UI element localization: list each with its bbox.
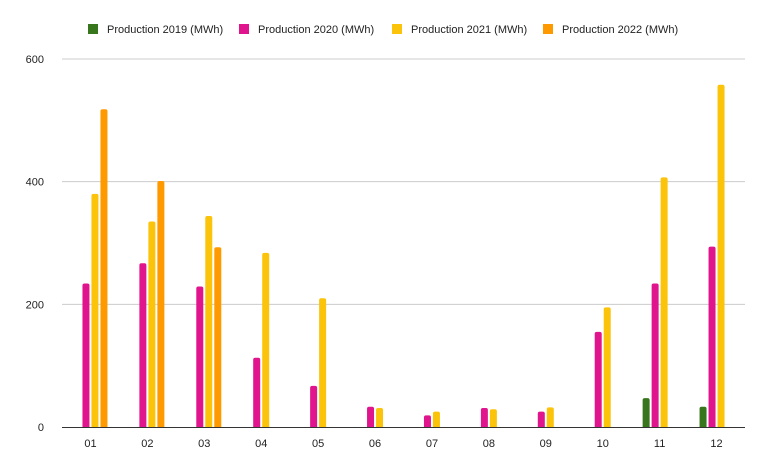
bar xyxy=(480,407,488,427)
y-tick-label: 0 xyxy=(38,422,44,434)
bar xyxy=(253,357,261,427)
bar xyxy=(660,177,668,427)
y-tick-label: 400 xyxy=(26,177,44,189)
bar xyxy=(367,406,375,427)
bar xyxy=(214,247,222,427)
bar xyxy=(100,109,108,427)
bar xyxy=(699,406,707,427)
legend-label: Production 2019 (MWh) xyxy=(107,24,223,36)
bar xyxy=(642,398,650,427)
bar xyxy=(139,263,147,427)
legend-swatch xyxy=(543,24,553,34)
bar xyxy=(717,84,725,427)
bar xyxy=(148,221,156,427)
bar xyxy=(708,246,716,427)
bar xyxy=(651,283,659,427)
bars xyxy=(82,84,725,427)
bar xyxy=(423,415,431,427)
legend-label: Production 2022 (MWh) xyxy=(562,24,678,36)
y-tick-label: 600 xyxy=(26,54,44,66)
bar xyxy=(432,411,440,427)
legend-label: Production 2021 (MWh) xyxy=(411,24,527,36)
bar xyxy=(603,307,611,427)
bar xyxy=(82,283,90,427)
x-tick-label: 01 xyxy=(84,438,96,450)
x-tick-label: 05 xyxy=(312,438,324,450)
bar xyxy=(91,193,99,427)
x-tick-label: 08 xyxy=(483,438,495,450)
bar xyxy=(319,298,327,427)
legend-label: Production 2020 (MWh) xyxy=(258,24,374,36)
bar xyxy=(546,407,554,427)
x-tick-label: 12 xyxy=(710,438,722,450)
gridlines xyxy=(62,58,745,305)
bar xyxy=(310,385,318,427)
y-axis: 0 200 400 600 xyxy=(26,54,44,434)
legend-swatch xyxy=(239,24,249,34)
bar xyxy=(262,252,270,427)
x-tick-label: 04 xyxy=(255,438,267,450)
y-tick-label: 200 xyxy=(26,299,44,311)
bar xyxy=(157,181,165,427)
x-tick-label: 03 xyxy=(198,438,210,450)
legend: Production 2019 (MWh) Production 2020 (MW… xyxy=(88,24,678,36)
bar xyxy=(376,407,384,427)
bar xyxy=(205,216,213,427)
x-tick-label: 07 xyxy=(426,438,438,450)
x-axis: 01 02 03 04 05 06 07 08 09 10 11 12 xyxy=(62,427,745,450)
x-tick-label: 11 xyxy=(654,438,665,450)
x-tick-label: 02 xyxy=(141,438,153,450)
x-tick-label: 10 xyxy=(597,438,609,450)
legend-swatch xyxy=(88,24,98,34)
bar xyxy=(196,286,204,427)
legend-swatch xyxy=(392,24,402,34)
bar xyxy=(537,411,545,427)
x-tick-label: 09 xyxy=(540,438,552,450)
bar xyxy=(594,331,602,427)
x-tick-label: 06 xyxy=(369,438,381,450)
bar xyxy=(489,409,497,427)
